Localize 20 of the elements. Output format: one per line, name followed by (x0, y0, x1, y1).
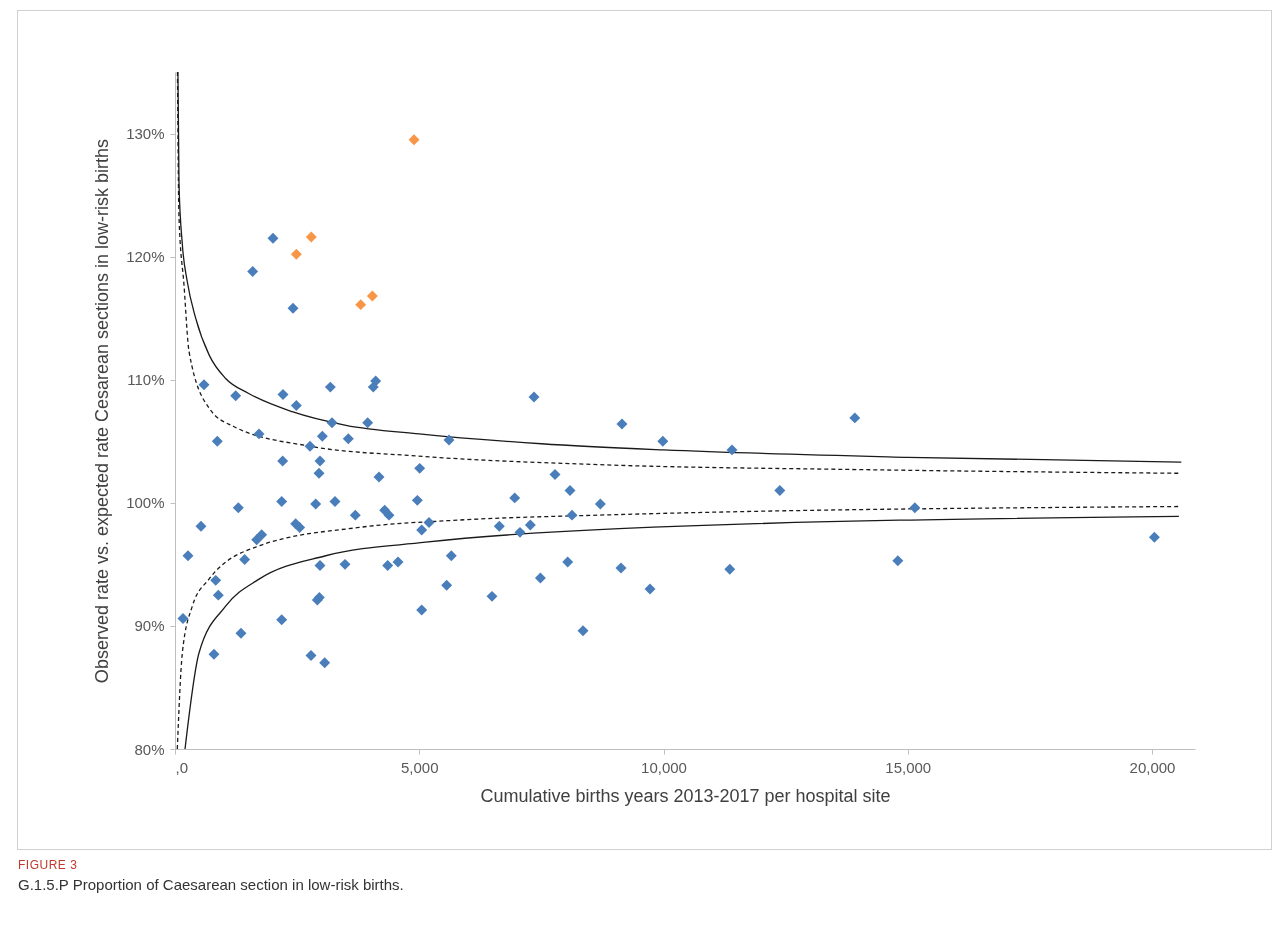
x-axis-title: Cumulative births years 2013-2017 per hospital site (480, 785, 891, 806)
point (355, 299, 367, 311)
point (366, 290, 378, 302)
y-tick-label: 110% (127, 371, 165, 389)
x-tick-label: 20,000 (1129, 758, 1176, 776)
y-tick-label: 100% (126, 494, 165, 512)
y-tick-label: 80% (134, 740, 165, 758)
text: G.1.5.P Proportion of Caesarean section in low-risk births. (18, 876, 404, 893)
caption: FIGURE 3 (18, 858, 79, 872)
y-tick-label: 120% (126, 248, 165, 266)
y-tick-label: 90% (134, 617, 165, 635)
point (305, 231, 317, 243)
point (290, 248, 302, 260)
point (408, 134, 420, 146)
x-tick-label: 10,000 (641, 758, 687, 776)
x-tick-label: 15,000 (885, 758, 932, 776)
x-tick-label: 5,000 (400, 758, 439, 776)
y-tick-label: 130% (126, 125, 165, 143)
x-tick-label: ,0 (175, 758, 189, 776)
y-axis-title: Observed rate vs. expected rate Cesarean sections in low-risk births (92, 138, 113, 684)
